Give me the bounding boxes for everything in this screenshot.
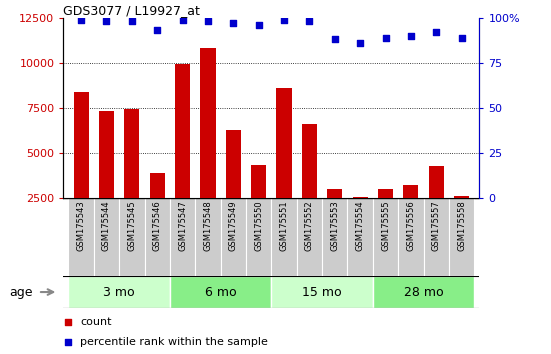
Bar [322, 198, 348, 276]
Text: GSM175546: GSM175546 [153, 201, 162, 251]
Bar [68, 198, 94, 276]
Text: age: age [9, 286, 33, 298]
Bar [175, 64, 190, 198]
Point [77, 17, 85, 22]
Bar [246, 198, 271, 276]
Text: GSM175550: GSM175550 [254, 201, 263, 251]
Bar [424, 198, 449, 276]
Text: count: count [80, 317, 111, 327]
Point [127, 18, 136, 24]
Text: GSM175557: GSM175557 [432, 201, 441, 251]
Bar [195, 198, 220, 276]
Text: GSM175547: GSM175547 [178, 201, 187, 251]
Point [305, 224, 314, 229]
Point [356, 40, 365, 46]
Text: GSM175556: GSM175556 [407, 201, 415, 251]
Bar [99, 111, 114, 198]
Point [203, 18, 212, 24]
Text: GSM175554: GSM175554 [355, 201, 365, 251]
Bar [454, 196, 469, 198]
Bar [220, 198, 246, 276]
Point [229, 20, 237, 26]
Text: 3 mo: 3 mo [104, 286, 135, 298]
Bar [170, 276, 271, 308]
Point [305, 18, 314, 24]
Text: GDS3077 / L19927_at: GDS3077 / L19927_at [63, 4, 200, 17]
Text: GSM175551: GSM175551 [279, 201, 289, 251]
Bar [201, 48, 215, 198]
Text: GSM175555: GSM175555 [381, 201, 390, 251]
Point [153, 28, 161, 33]
Bar [271, 198, 297, 276]
Bar [277, 88, 291, 198]
Bar [226, 130, 241, 198]
Text: GSM175548: GSM175548 [203, 201, 213, 251]
Point [102, 18, 111, 24]
Point [178, 17, 187, 22]
Text: percentile rank within the sample: percentile rank within the sample [80, 337, 268, 348]
Text: GSM175543: GSM175543 [77, 201, 85, 251]
Bar [353, 197, 368, 198]
Text: GSM175558: GSM175558 [457, 201, 466, 251]
Text: 28 mo: 28 mo [404, 286, 444, 298]
Bar [124, 109, 139, 198]
Bar [170, 198, 195, 276]
Bar [327, 189, 342, 198]
Bar [302, 124, 317, 198]
Bar [373, 198, 398, 276]
Point [457, 35, 466, 40]
Text: GSM175553: GSM175553 [330, 201, 339, 251]
Bar [119, 198, 144, 276]
Point [254, 22, 263, 28]
Bar [297, 198, 322, 276]
Text: GSM175549: GSM175549 [229, 201, 238, 251]
Point [305, 35, 314, 41]
Bar [68, 276, 170, 308]
Text: GSM175545: GSM175545 [127, 201, 136, 251]
Point [407, 33, 415, 39]
Bar [403, 185, 419, 198]
Bar [373, 276, 474, 308]
Bar [144, 198, 170, 276]
Point [280, 17, 289, 22]
Bar [398, 198, 424, 276]
Bar [271, 276, 373, 308]
Point [432, 29, 441, 35]
Bar [73, 92, 89, 198]
Text: 15 mo: 15 mo [302, 286, 342, 298]
Bar [150, 173, 165, 198]
Point [331, 36, 339, 42]
Bar [378, 189, 393, 198]
Bar [429, 166, 444, 198]
Text: GSM175544: GSM175544 [102, 201, 111, 251]
Text: GSM175552: GSM175552 [305, 201, 314, 251]
Bar [449, 198, 474, 276]
Point [381, 35, 390, 40]
Bar [94, 198, 119, 276]
Text: 6 mo: 6 mo [205, 286, 236, 298]
Bar [251, 165, 266, 198]
Bar [348, 198, 373, 276]
